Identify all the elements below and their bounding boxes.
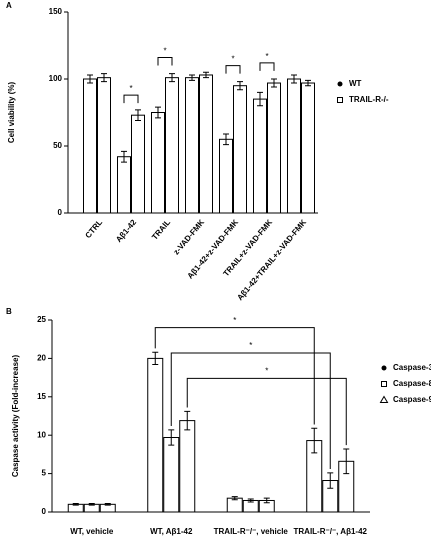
error-bar (263, 497, 270, 504)
error-bar (271, 78, 277, 88)
error-bar (311, 427, 318, 454)
significance-label: * (163, 47, 166, 56)
error-bar (291, 74, 297, 84)
y-tick-label: 100 (49, 74, 63, 83)
error-bar (152, 351, 159, 366)
y-tick-label: 0 (58, 208, 63, 217)
panel-label: A (6, 1, 12, 10)
x-tick-label: z-VAD-FMK (172, 218, 207, 257)
error-bar (87, 74, 93, 84)
significance-bracket (259, 62, 275, 71)
x-tick-label: TRAIL-R⁻/⁻, Aβ1-42 (294, 527, 368, 536)
bar (131, 114, 145, 214)
bar (165, 77, 179, 214)
significance-bracket (157, 57, 173, 66)
error-bar (135, 109, 141, 122)
bar (151, 112, 165, 214)
significance-label: * (233, 316, 236, 325)
error-bar (184, 410, 191, 431)
error-bar (104, 503, 111, 506)
y-axis-label: Caspase activity (Fold-increase) (11, 355, 20, 478)
legend-marker (381, 365, 387, 371)
bar (179, 420, 196, 513)
legend-marker (337, 81, 343, 87)
legend-label: Caspase-8 (393, 379, 431, 388)
x-tick-label: WT, Aβ1-42 (150, 527, 193, 536)
bar (147, 357, 164, 513)
bar (185, 77, 199, 214)
error-bar (189, 74, 195, 81)
bar (163, 437, 180, 513)
y-tick-label: 20 (37, 354, 46, 363)
x-tick-label: CTRL (84, 218, 105, 240)
error-bar (247, 498, 254, 503)
error-bar (168, 429, 175, 446)
error-bar (169, 73, 175, 83)
significance-bracket (123, 94, 139, 104)
bar (226, 497, 243, 513)
error-bar (257, 91, 263, 107)
legend-marker (379, 395, 389, 403)
error-bar (237, 81, 243, 91)
y-tick-label: 150 (49, 7, 63, 16)
legend-marker (337, 97, 343, 103)
y-axis-label: Cell viability (%) (7, 81, 16, 143)
significance-label: * (231, 55, 234, 64)
error-bar (327, 472, 334, 489)
significance-bracket (186, 377, 347, 446)
error-bar (203, 71, 209, 79)
error-bar (231, 496, 238, 501)
bar (83, 78, 97, 214)
panel-label: B (6, 307, 12, 316)
significance-bracket (154, 327, 315, 425)
x-tick-label: Aβ1-42 (114, 217, 138, 244)
legend-label: WT (349, 79, 362, 88)
x-tick-label: Aβ1-42+TRAIL+z-VAD-FMK (235, 218, 308, 302)
x-tick-label: TRAIL-R⁻/⁻, vehicle (214, 527, 289, 536)
bar (267, 82, 281, 214)
y-tick-label: 0 (42, 507, 47, 516)
significance-label: * (265, 52, 268, 61)
error-bar (101, 73, 107, 83)
error-bar (343, 448, 350, 475)
error-bar (223, 133, 229, 146)
y-tick-label: 10 (37, 430, 46, 439)
bar (233, 85, 247, 214)
error-bar (72, 503, 79, 506)
bar (287, 78, 301, 214)
bar (301, 82, 315, 214)
error-bar (121, 150, 127, 163)
y-tick-label: 25 (37, 315, 46, 324)
y-tick-label: 5 (42, 469, 47, 478)
error-bar (88, 503, 95, 506)
legend-label: TRAIL-R-/- (349, 95, 389, 104)
error-bar (155, 106, 161, 119)
significance-label: * (129, 84, 132, 93)
bar (219, 138, 233, 214)
significance-label: * (249, 341, 252, 350)
bar (117, 156, 131, 214)
legend-label: Caspase-3 (393, 363, 431, 372)
bar (97, 77, 111, 214)
y-tick-label: 15 (37, 392, 46, 401)
significance-bracket (225, 65, 241, 74)
y-tick-label: 50 (53, 141, 62, 150)
significance-bracket (170, 352, 331, 469)
error-bar (305, 79, 311, 87)
bar (253, 98, 267, 214)
legend-label: Caspase-9 (393, 395, 431, 404)
legend-marker (381, 381, 387, 387)
x-tick-label: TRAIL (150, 218, 172, 242)
bar (199, 74, 213, 214)
x-tick-label: WT, vehicle (70, 527, 114, 536)
significance-label: * (265, 366, 268, 375)
